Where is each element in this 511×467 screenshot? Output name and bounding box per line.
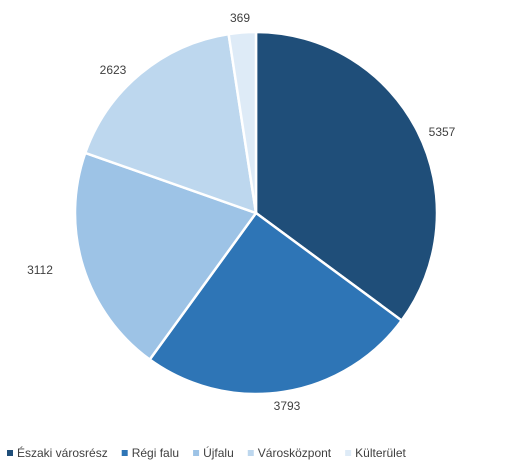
pie-data-labels: 5357 3793 3112 2623 369	[27, 11, 456, 413]
legend-item-3: Újfalu	[193, 445, 234, 460]
legend-item-1: Északi városrész	[7, 445, 108, 460]
legend-item-5: Külterület	[345, 446, 407, 460]
legend-label-4: Városközpont	[258, 446, 332, 460]
pie-slice-4	[84, 32, 258, 215]
pie-slice-5	[227, 30, 258, 215]
legend-item-2: Régi falu	[121, 446, 179, 460]
legend-swatch-2	[121, 450, 128, 456]
data-label-2: 3793	[274, 399, 301, 413]
data-label-5: 369	[230, 11, 250, 25]
legend-swatch-5	[345, 450, 352, 456]
legend-swatch-3	[193, 450, 200, 456]
data-label-3: 3112	[27, 263, 53, 277]
pie-slice-3	[73, 151, 258, 361]
legend-item-4: Városközpont	[247, 446, 332, 460]
chart-legend: Északi városrész Régi falu Újfalu Városközp…	[7, 445, 407, 460]
legend-label-1: Északi városrész	[17, 445, 108, 460]
legend-label-3: Újfalu	[203, 445, 234, 460]
pie-slice-1	[254, 30, 439, 322]
pie-slice-2	[148, 211, 403, 396]
data-label-4: 2623	[100, 63, 127, 77]
legend-swatch-4	[247, 450, 254, 456]
legend-label-5: Külterület	[355, 446, 406, 460]
legend-swatch-1	[7, 450, 13, 456]
pie-slices	[73, 30, 439, 396]
data-label-1: 5357	[429, 125, 456, 139]
legend-label-2: Régi falu	[132, 446, 179, 460]
